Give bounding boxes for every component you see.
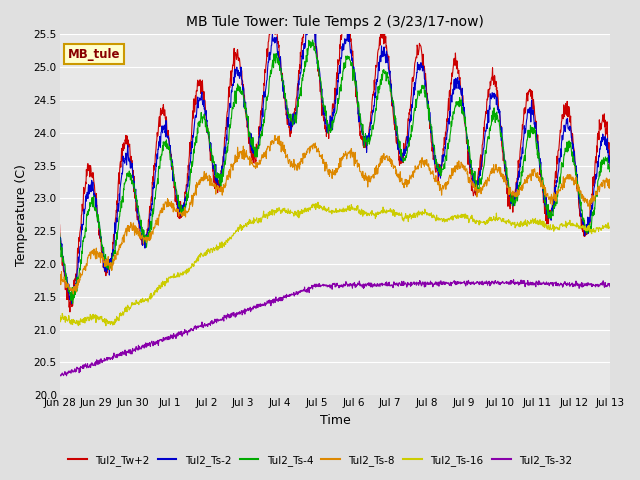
Title: MB Tule Tower: Tule Temps 2 (3/23/17-now): MB Tule Tower: Tule Temps 2 (3/23/17-now… — [186, 15, 484, 29]
Legend: Tul2_Tw+2, Tul2_Ts-2, Tul2_Ts-4, Tul2_Ts-8, Tul2_Ts-16, Tul2_Ts-32: Tul2_Tw+2, Tul2_Ts-2, Tul2_Ts-4, Tul2_Ts… — [64, 451, 576, 470]
X-axis label: Time: Time — [319, 414, 350, 427]
Y-axis label: Temperature (C): Temperature (C) — [15, 164, 28, 266]
Text: MB_tule: MB_tule — [68, 48, 120, 61]
